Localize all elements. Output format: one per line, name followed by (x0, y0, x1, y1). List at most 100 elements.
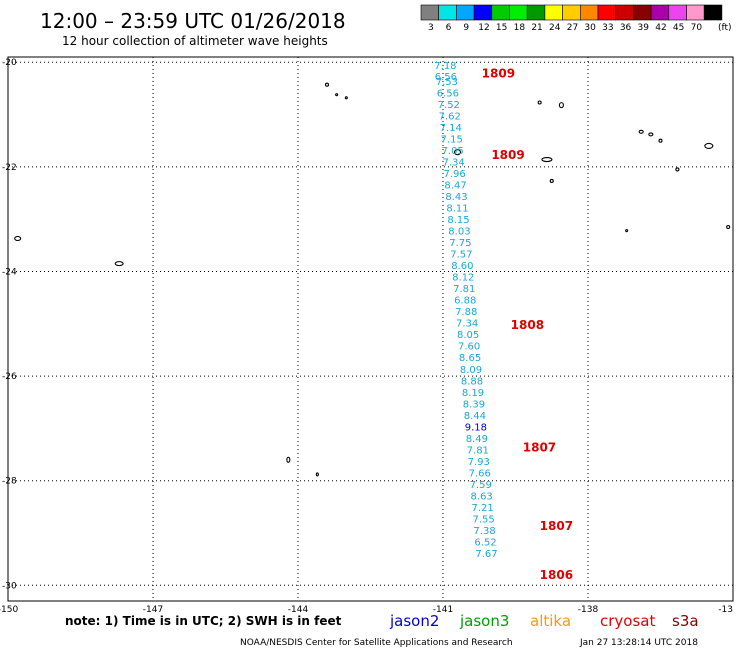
legend-swatch (544, 4, 563, 21)
footer-credit: NOAA/NESDIS Center for Satellite Applica… (240, 638, 513, 648)
longitude-tick-label: -141 (433, 605, 453, 615)
wave-height-value: 7.18 (434, 61, 456, 72)
page-subtitle: 12 hour collection of altimeter wave hei… (62, 34, 328, 48)
legend-label: 21 (531, 23, 542, 33)
latitude-tick-label: -24 (2, 267, 17, 277)
wave-height-value: 8.19 (462, 388, 484, 399)
island-outline (541, 156, 553, 163)
wave-height-value: 7.59 (470, 480, 492, 491)
legend-swatch (579, 4, 599, 21)
wave-height-value: 7.14 (440, 123, 462, 134)
pass-time-label: 1807 (523, 441, 556, 455)
legend-label: 33 (602, 23, 613, 33)
latitude-tick-label: -26 (2, 372, 17, 382)
legend-label: 42 (655, 23, 666, 33)
legend-swatch (633, 4, 652, 21)
wave-height-value: 8.15 (447, 215, 469, 226)
wave-height-value: 6.88 (454, 296, 476, 307)
wave-height-legend: 3 6 9 12 15 18 21 24 27 30 33 36 39 42 45 70 (420, 4, 723, 33)
satellite-name: altika (530, 612, 571, 630)
wave-height-value: 8.44 (464, 411, 486, 422)
legend-label: 39 (638, 23, 650, 33)
wave-height-value: 8.47 (444, 181, 466, 192)
wave-height-value: 7.75 (449, 238, 471, 249)
satellite-name: jason2 (389, 612, 439, 630)
pass-time-label: 1809 (482, 67, 515, 81)
wave-height-value: 7.57 (450, 250, 472, 261)
wave-height-value: 7.55 (472, 514, 494, 525)
wave-height-value: 8.88 (461, 376, 483, 387)
island-outline (675, 167, 680, 172)
legend-label: 70 (691, 23, 703, 33)
wave-height-value: 7.66 (469, 468, 491, 479)
island-outline (726, 224, 731, 230)
wave-height-value: 8.63 (471, 491, 493, 502)
wave-height-value: 7.96 (443, 169, 465, 180)
wave-height-value: 8.39 (463, 399, 485, 410)
wave-height-value: 7.34 (456, 319, 478, 330)
island-outline (344, 96, 348, 100)
wave-height-value: 7.93 (468, 457, 490, 468)
wave-height-value: 7.21 (472, 503, 494, 514)
latitude-tick-label: -22 (2, 163, 17, 173)
legend-swatch (473, 4, 493, 21)
legend-swatch (615, 4, 634, 21)
pass-time-labels: 1809 1809 1808 1807 1807 1806 (482, 67, 573, 582)
map-frame (7, 56, 734, 602)
wave-height-track: 7.186.567.536.567.527.627.147.157.057.34… (434, 61, 497, 560)
wave-height-value: 7.15 (441, 135, 463, 146)
legend-label: 27 (567, 23, 578, 33)
wave-height-value: 6.56 (437, 89, 459, 100)
island-outline (335, 93, 339, 97)
island-outline (549, 178, 554, 184)
island-outline (315, 472, 319, 477)
pass-time-label: 1806 (540, 568, 573, 582)
wave-height-value: 7.81 (467, 445, 489, 456)
legend-swatch (456, 4, 475, 21)
legend-swatch (703, 4, 723, 21)
wave-height-value: 8.09 (460, 365, 482, 376)
pass-time-label: 1807 (540, 519, 573, 533)
legend-swatch (686, 4, 705, 21)
axis-ticks: -150 -147 -144 -141 -138 -13 -20 -22 -24 -26 -28 -3… (0, 58, 733, 615)
legend-label: 30 (584, 23, 596, 33)
longitude-tick-label: -144 (288, 605, 309, 615)
wave-height-value: 7.67 (475, 549, 497, 560)
island-outline (704, 142, 714, 149)
legend-swatch (597, 4, 617, 21)
legend-label: 36 (620, 23, 632, 33)
wave-height-value: 7.53 (436, 77, 458, 88)
satellite-name: jason3 (459, 612, 509, 630)
legend-label: 6 (446, 23, 452, 33)
legend-label: 15 (496, 23, 507, 33)
legend-swatch (491, 4, 510, 21)
longitude-tick-label: -13 (718, 605, 733, 615)
longitude-tick-label: -138 (578, 605, 599, 615)
island-outline (537, 100, 542, 105)
wave-height-value: 8.43 (445, 192, 467, 203)
wave-height-value: 8.49 (466, 434, 488, 445)
wave-height-value: 6.52 (474, 537, 496, 548)
legend-label: 9 (463, 23, 469, 33)
map-grid (8, 57, 733, 601)
island-outline (658, 138, 663, 143)
wave-height-value: 7.88 (455, 307, 477, 318)
legend-label: 3 (428, 23, 434, 33)
legend-label: 24 (549, 23, 561, 33)
island-outline (648, 132, 654, 137)
wave-height-value: 6.56 (435, 72, 457, 83)
wave-height-value: 7.81 (453, 284, 475, 295)
island-outline (638, 129, 644, 134)
wave-height-value: 7.52 (438, 100, 460, 111)
satellite-name: s3a (672, 612, 699, 630)
island-outline (14, 235, 22, 242)
footer-note: note: 1) Time is in UTC; 2) SWH is in fe… (65, 614, 342, 628)
wave-height-value: 7.38 (473, 526, 495, 537)
island-outline (558, 102, 564, 109)
wave-height-value: 8.11 (446, 204, 468, 215)
legend-swatch (650, 4, 670, 21)
wave-height-value: 8.12 (452, 273, 474, 284)
wave-height-value: 7.34 (443, 158, 465, 169)
legend-swatch (562, 4, 581, 21)
